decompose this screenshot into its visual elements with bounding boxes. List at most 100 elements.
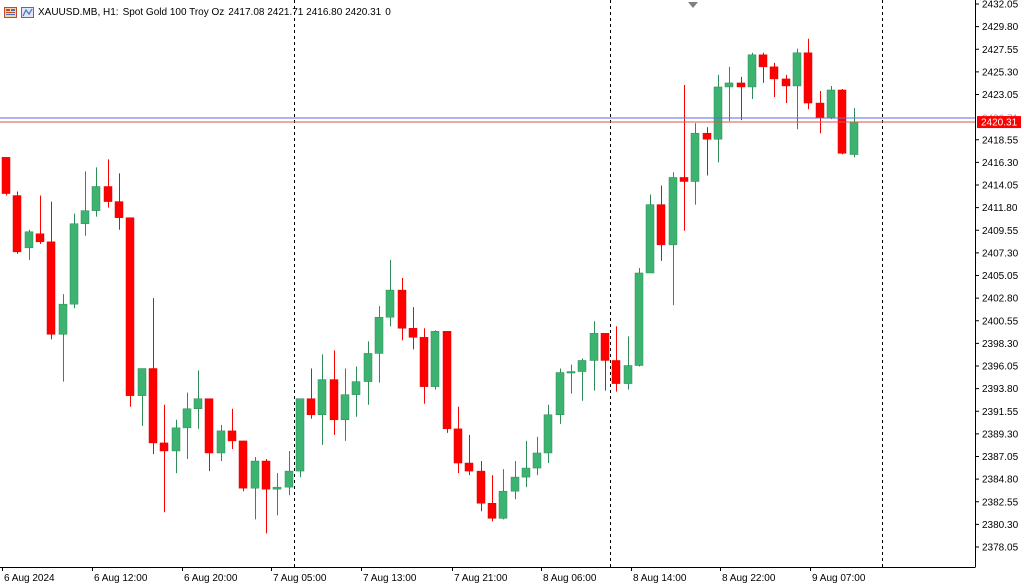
candle-body[interactable] xyxy=(702,132,712,140)
candle-body[interactable] xyxy=(747,54,757,88)
candle-body[interactable] xyxy=(577,360,587,372)
candle-body[interactable] xyxy=(543,414,553,454)
candle-body[interactable] xyxy=(148,368,158,444)
candle-body[interactable] xyxy=(521,467,531,478)
candle-body[interactable] xyxy=(46,241,56,335)
current-price-badge xyxy=(977,116,1021,129)
chart-header: XAUUSD.MB, H1: Spot Gold 100 Troy Oz 241… xyxy=(4,5,391,19)
candle-body[interactable] xyxy=(261,460,271,490)
candle-body[interactable] xyxy=(419,337,429,387)
candle-body[interactable] xyxy=(159,442,169,452)
candle-body[interactable] xyxy=(668,177,678,246)
candle-body[interactable] xyxy=(80,210,90,224)
candle-body[interactable] xyxy=(555,372,565,416)
candle-body[interactable] xyxy=(656,204,666,246)
sync-chart-icon[interactable] xyxy=(21,6,34,18)
candle-body[interactable] xyxy=(510,476,520,492)
price-tick-label: 2400.55 xyxy=(982,316,1019,327)
candle-body[interactable] xyxy=(792,52,802,87)
candle-body[interactable] xyxy=(769,66,779,80)
candle-body[interactable] xyxy=(611,360,621,384)
chart-shift-marker-icon[interactable] xyxy=(688,2,698,8)
candle-body[interactable] xyxy=(193,398,203,409)
candle-body[interactable] xyxy=(125,217,135,396)
candle-body[interactable] xyxy=(724,82,734,88)
price-tick-label: 2418.55 xyxy=(982,135,1019,146)
candle-body[interactable] xyxy=(137,368,147,396)
candle-body[interactable] xyxy=(295,398,305,472)
candle-body[interactable] xyxy=(453,428,463,464)
candle-body[interactable] xyxy=(634,272,644,366)
candle-body[interactable] xyxy=(645,204,655,274)
candle-body[interactable] xyxy=(736,82,746,88)
candle-body[interactable] xyxy=(623,365,633,384)
candle-body[interactable] xyxy=(408,328,418,338)
price-tick-label: 2432.05 xyxy=(982,0,1019,11)
time-tick-label: 7 Aug 21:00 xyxy=(454,573,508,584)
candle-body[interactable] xyxy=(815,102,825,119)
candle-body[interactable] xyxy=(679,177,689,182)
candle-body[interactable] xyxy=(397,289,407,329)
time-tick-label: 7 Aug 05:00 xyxy=(273,573,327,584)
candle-body[interactable] xyxy=(69,223,79,305)
candle-body[interactable] xyxy=(430,331,440,387)
candle-body[interactable] xyxy=(329,379,339,421)
price-tick-label: 2398.30 xyxy=(982,339,1019,350)
candle-body[interactable] xyxy=(758,54,768,68)
candle-body[interactable] xyxy=(464,462,474,472)
time-tick-label: 7 Aug 13:00 xyxy=(363,573,417,584)
candle-body[interactable] xyxy=(35,233,45,243)
chart-window-icon[interactable] xyxy=(4,6,17,18)
time-tick-label: 6 Aug 12:00 xyxy=(94,573,148,584)
ohlc-values: 2417.08 2421.71 2416.80 2420.31 xyxy=(228,6,382,18)
candle-body[interactable] xyxy=(713,86,723,140)
candle-body[interactable] xyxy=(600,333,610,361)
candle-body[interactable] xyxy=(284,470,294,488)
candle-body[interactable] xyxy=(238,440,248,489)
candle-body[interactable] xyxy=(58,303,68,335)
candle-body[interactable] xyxy=(803,52,813,104)
price-tick-label: 2414.05 xyxy=(982,181,1019,192)
price-tick-label: 2380.30 xyxy=(982,520,1019,531)
candle-body[interactable] xyxy=(24,231,34,249)
candle-body[interactable] xyxy=(272,486,282,490)
candle-body[interactable] xyxy=(781,78,791,87)
price-tick-label: 2423.05 xyxy=(982,90,1019,101)
candle-body[interactable] xyxy=(250,460,260,489)
candle-body[interactable] xyxy=(476,470,486,504)
candle-body[interactable] xyxy=(182,408,192,429)
price-tick-label: 2429.80 xyxy=(982,22,1019,33)
candle-body[interactable] xyxy=(566,371,576,374)
candle-body[interactable] xyxy=(171,427,181,452)
price-tick-label: 2409.55 xyxy=(982,226,1019,237)
candle-body[interactable] xyxy=(340,394,350,421)
candle-body[interactable] xyxy=(442,331,452,430)
price-tick-label: 2396.05 xyxy=(982,362,1019,373)
candle-body[interactable] xyxy=(1,157,11,194)
candle-body[interactable] xyxy=(12,195,22,253)
symbol-label: XAUUSD.MB, H1: xyxy=(38,6,119,18)
candle-body[interactable] xyxy=(114,201,124,218)
price-tick-label: 2387.05 xyxy=(982,452,1019,463)
candle-body[interactable] xyxy=(306,398,316,416)
candle-body[interactable] xyxy=(849,121,859,155)
candle-body[interactable] xyxy=(227,430,237,442)
candle-body[interactable] xyxy=(204,398,214,454)
candle-body[interactable] xyxy=(317,379,327,416)
candle-body[interactable] xyxy=(826,89,836,119)
candle-body[interactable] xyxy=(351,381,361,395)
candle-body[interactable] xyxy=(216,430,226,454)
candle-body[interactable] xyxy=(532,452,542,469)
candle-body[interactable] xyxy=(91,186,101,211)
candle-body[interactable] xyxy=(385,289,395,318)
candle-body[interactable] xyxy=(103,186,113,202)
price-tick-label: 2407.30 xyxy=(982,248,1019,259)
candle-body[interactable] xyxy=(589,333,599,361)
candle-body[interactable] xyxy=(363,353,373,382)
candle-body[interactable] xyxy=(498,490,508,519)
candle-body[interactable] xyxy=(487,503,497,519)
candle-body[interactable] xyxy=(690,132,700,182)
candle-body[interactable] xyxy=(374,316,384,354)
